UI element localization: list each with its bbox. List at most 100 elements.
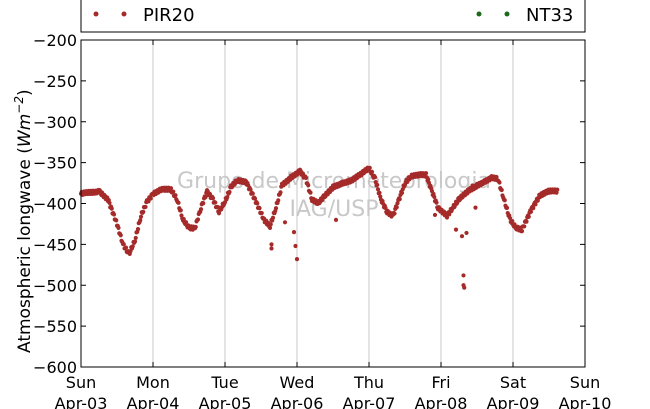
data-point [507, 215, 513, 221]
data-point [181, 216, 186, 222]
legend-entry-pir20: PIR20 [93, 5, 195, 26]
legend-entry-nt33: NT33 [476, 5, 573, 26]
data-point [499, 187, 504, 193]
data-points [78, 165, 560, 290]
data-point [138, 214, 144, 219]
data-point [395, 201, 400, 206]
x-tick-label-date: Apr-03 [55, 394, 108, 409]
data-point [252, 196, 258, 201]
x-tick-label-date: Apr-06 [271, 394, 324, 409]
y-tick-label: −350 [33, 154, 77, 173]
data-point [426, 177, 431, 182]
y-axis-label-unit-exp: −2 [12, 96, 26, 114]
data-point [171, 189, 176, 194]
data-point [111, 212, 117, 217]
data-point [259, 210, 264, 216]
data-point [530, 205, 535, 210]
data-point [369, 169, 375, 174]
data-point [502, 198, 507, 203]
data-point [210, 196, 216, 201]
data-point [375, 187, 381, 192]
data-point [399, 190, 405, 195]
data-point [306, 183, 311, 188]
y-tick-label: −450 [33, 235, 77, 254]
y-tick-label: −400 [33, 195, 77, 214]
data-point [294, 256, 300, 262]
x-tick-label-day: Wed [280, 373, 315, 392]
watermark-line-2: IAG/USP [290, 197, 379, 222]
x-tick-label-day: Thu [353, 373, 384, 392]
data-point [459, 234, 465, 239]
data-point [522, 224, 527, 229]
data-point [282, 220, 288, 225]
x-tick-label-date: Apr-05 [199, 394, 252, 409]
x-tick-label-date: Apr-07 [343, 394, 396, 409]
plot-area [81, 40, 585, 367]
data-point [121, 242, 126, 247]
data-point [303, 175, 309, 180]
data-point [250, 191, 255, 196]
legend-marker-nt33 [476, 11, 482, 17]
data-point [473, 205, 478, 210]
data-point [453, 227, 459, 232]
y-axis-ticks: −200 −250 −300 −350 −400 −450 −500 −550 −600 [33, 31, 585, 377]
data-point [257, 206, 262, 211]
y-tick-label: −200 [33, 31, 77, 50]
data-point [504, 205, 510, 210]
data-point [141, 209, 146, 214]
data-point [255, 201, 260, 206]
data-point [397, 197, 402, 202]
data-point [270, 215, 276, 220]
data-point [269, 246, 274, 251]
data-point [269, 242, 274, 247]
data-point [107, 200, 112, 206]
x-tick-label-day: Fri [431, 373, 450, 392]
data-point [434, 200, 439, 205]
x-axis-ticks: Sun Apr-03 Mon Apr-04 Tue Apr-05 Wed Apr-06 Thu A… [55, 40, 612, 409]
data-point [168, 186, 174, 191]
data-point [183, 220, 189, 225]
y-tick-label: −500 [33, 276, 77, 295]
data-point [225, 194, 230, 200]
y-axis-label-text: Atmospheric longwave [15, 159, 35, 353]
data-point [109, 206, 114, 211]
data-point [213, 200, 218, 205]
data-point [173, 193, 178, 198]
data-point [464, 230, 469, 236]
data-point [138, 218, 143, 223]
data-point [526, 214, 531, 219]
data-point [146, 199, 151, 204]
data-point [195, 217, 201, 222]
data-point [118, 233, 123, 238]
y-axis-label-close-paren: ) [15, 89, 35, 96]
data-point [524, 219, 529, 224]
y-tick-label: −550 [33, 317, 77, 336]
data-point [268, 222, 273, 227]
data-point [375, 182, 380, 188]
data-point [248, 187, 253, 192]
data-point [116, 225, 121, 230]
y-tick-label: −300 [33, 113, 77, 132]
data-point [123, 245, 129, 250]
legend-marker-nt33 [504, 11, 510, 17]
legend-label-nt33: NT33 [526, 5, 573, 26]
data-point [201, 201, 206, 206]
data-point [227, 189, 232, 195]
data-point [276, 198, 281, 203]
y-axis-label-unit: Wm [15, 114, 35, 147]
legend-marker-pir20 [93, 11, 99, 17]
data-point [193, 224, 198, 230]
x-tick-label-date: Apr-10 [559, 394, 612, 409]
data-point [291, 230, 297, 235]
data-point [367, 165, 372, 170]
data-point [176, 200, 181, 205]
data-point [333, 217, 339, 222]
data-point [383, 205, 388, 211]
x-tick-label-date: Apr-04 [127, 394, 180, 409]
data-point [494, 174, 499, 180]
data-point [377, 190, 382, 195]
data-point [133, 235, 138, 241]
data-point [198, 207, 204, 212]
data-point [267, 225, 273, 230]
y-tick-label: −600 [33, 358, 77, 377]
